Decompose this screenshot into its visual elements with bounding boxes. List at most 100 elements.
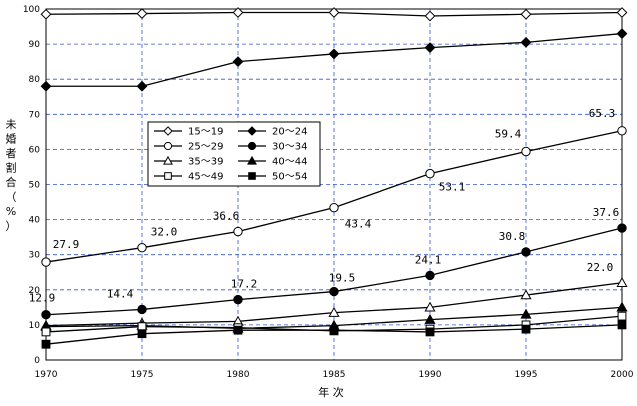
data-point xyxy=(329,202,339,213)
legend-label: 50～54 xyxy=(272,172,307,183)
data-point xyxy=(137,329,147,339)
y-axis-title-char: （ xyxy=(6,191,17,204)
y-tick-label: 70 xyxy=(29,110,41,120)
data-label: 30.8 xyxy=(499,230,526,243)
data-point xyxy=(424,313,436,324)
x-tick-label: 1990 xyxy=(419,370,442,380)
data-point xyxy=(521,247,531,257)
series-layer xyxy=(40,7,628,349)
data-point xyxy=(329,286,339,297)
legend-label: 20～24 xyxy=(272,127,307,138)
data-label: 17.2 xyxy=(231,278,258,291)
legend-item: 20～24 xyxy=(238,126,307,138)
data-label: 27.9 xyxy=(53,238,80,251)
x-tick-label: 2000 xyxy=(611,370,634,380)
legend-item: 45～49 xyxy=(154,172,223,183)
legend-item: 30～34 xyxy=(238,142,307,153)
data-point xyxy=(328,7,340,18)
y-tick-label: 90 xyxy=(29,40,41,50)
data-point xyxy=(520,8,532,20)
legend: 15～19 20～24 25～29 30～34 35～39 40～44 45～49 50～54 xyxy=(147,121,321,187)
data-point xyxy=(425,270,435,281)
series-0 xyxy=(40,7,628,22)
data-point xyxy=(424,301,436,312)
y-axis-title-char: 者 xyxy=(6,147,17,160)
y-tick-label: 100 xyxy=(23,5,40,15)
series-1 xyxy=(40,28,628,92)
y-tick-label: 50 xyxy=(29,181,41,191)
x-axis-title: 年 次 xyxy=(318,385,344,399)
data-label: 32.0 xyxy=(151,226,178,239)
series-3 xyxy=(41,223,627,320)
x-tick-label: 1985 xyxy=(323,370,346,380)
data-labels-layer: 27.9 32.0 36.6 43.4 53.1 59.4 65.3 12.9 14.4 17.2… xyxy=(29,107,620,305)
data-point xyxy=(520,289,532,300)
data-label: 36.6 xyxy=(213,210,240,223)
series-2 xyxy=(41,126,627,267)
data-point xyxy=(520,36,532,48)
data-point xyxy=(328,306,340,317)
data-point xyxy=(616,301,628,312)
legend-label: 15～19 xyxy=(188,127,223,138)
y-tick-label: 40 xyxy=(29,216,41,226)
data-label: 12.9 xyxy=(29,292,56,305)
y-tick-label: 10 xyxy=(29,321,41,331)
data-point xyxy=(233,226,243,237)
data-label: 65.3 xyxy=(589,107,616,120)
data-point xyxy=(232,7,244,18)
data-point xyxy=(41,257,51,267)
y-tick-label: 80 xyxy=(29,75,41,85)
y-axis-title-char: ） xyxy=(6,220,17,233)
data-point xyxy=(617,320,627,330)
legend-item: 25～29 xyxy=(154,142,223,153)
y-axis-title-char: 合 xyxy=(6,175,17,189)
y-tick-label: 0 xyxy=(34,356,40,366)
data-point xyxy=(617,311,627,321)
y-tick-label: 20 xyxy=(29,286,41,296)
y-axis-title-char: 婚 xyxy=(6,132,17,146)
data-point xyxy=(520,308,532,319)
x-tick-label: 1995 xyxy=(515,370,538,380)
data-point xyxy=(617,126,627,136)
y-tick-label: 30 xyxy=(29,251,41,261)
data-point xyxy=(329,325,339,335)
data-point xyxy=(424,10,436,22)
data-label: 53.1 xyxy=(439,181,466,194)
legend-item: 35～39 xyxy=(154,155,223,168)
data-point xyxy=(424,42,436,54)
data-point xyxy=(616,7,628,18)
y-axis-title-char: 割 xyxy=(6,161,17,175)
legend-label: 25～29 xyxy=(188,142,223,153)
data-label: 24.1 xyxy=(415,253,442,266)
x-tick-label: 1975 xyxy=(131,370,154,380)
legend-box xyxy=(147,121,321,187)
data-point xyxy=(137,242,147,253)
data-point xyxy=(233,325,243,335)
x-tick-label: 1970 xyxy=(35,370,58,380)
data-point xyxy=(232,56,244,68)
data-label: 14.4 xyxy=(107,287,134,300)
data-point xyxy=(41,310,51,320)
data-point xyxy=(41,327,51,337)
series-7 xyxy=(41,320,627,349)
data-label: 37.6 xyxy=(593,206,620,219)
y-tick-label: 60 xyxy=(29,145,41,155)
data-point xyxy=(41,339,51,349)
data-point xyxy=(521,324,531,334)
data-point xyxy=(425,168,435,179)
data-point xyxy=(136,80,148,92)
legend-item: 15～19 xyxy=(154,126,223,138)
data-label: 59.4 xyxy=(495,128,522,141)
data-point xyxy=(425,327,435,337)
data-point xyxy=(40,8,52,20)
data-point xyxy=(617,223,627,233)
legend-label: 35～39 xyxy=(188,157,223,168)
legend-label: 45～49 xyxy=(188,172,223,183)
data-point xyxy=(616,28,628,39)
data-point xyxy=(137,304,147,315)
y-axis-title-char: 未 xyxy=(6,118,17,131)
legend-item: 40～44 xyxy=(238,155,307,168)
